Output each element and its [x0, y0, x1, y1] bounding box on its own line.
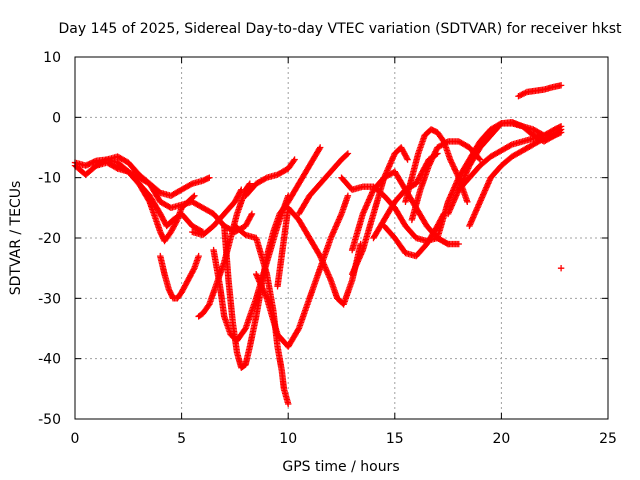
y-tick-label: 10 — [43, 50, 61, 66]
plus-marker — [520, 90, 528, 97]
plus-marker — [428, 155, 436, 162]
plus-marker — [557, 264, 565, 272]
plus-marker — [206, 174, 213, 181]
plus-marker — [425, 162, 433, 169]
plus-marker — [245, 181, 253, 189]
plus-marker — [539, 136, 546, 143]
plus-marker — [444, 240, 452, 248]
plus-marker — [145, 197, 153, 204]
chart-title: Day 145 of 2025, Sidereal Day-to-day VTE… — [59, 21, 622, 37]
axis-ticks: 0 5 10 15 20 25 -50 -40 -30 -20 -10 0 10 — [38, 50, 617, 447]
plus-marker — [426, 161, 433, 168]
plus-marker — [294, 326, 302, 333]
plus-marker — [452, 167, 459, 174]
plus-marker — [507, 142, 514, 149]
plus-marker — [344, 150, 352, 157]
plus-marker — [190, 266, 197, 273]
x-tick-label: 5 — [177, 431, 186, 447]
plus-marker — [187, 181, 195, 188]
plus-marker — [427, 158, 435, 165]
series-arc-4 — [114, 162, 198, 245]
y-tick-label: -50 — [38, 412, 61, 428]
plus-marker — [557, 123, 565, 130]
series-arc-26 — [515, 82, 565, 100]
plus-marker — [431, 149, 439, 157]
x-tick-label: 10 — [279, 431, 297, 447]
plus-marker — [428, 156, 435, 164]
plus-marker — [443, 240, 450, 247]
plus-marker — [557, 129, 565, 136]
plus-marker — [447, 157, 455, 165]
plus-marker — [447, 156, 454, 163]
plus-marker — [449, 161, 457, 169]
plus-marker — [190, 193, 197, 200]
x-axis-label: GPS time / hours — [282, 459, 399, 475]
plus-marker — [464, 198, 471, 205]
plus-marker — [432, 147, 440, 154]
plus-marker — [450, 163, 457, 170]
y-tick-label: -20 — [38, 231, 61, 247]
series-arc-11 — [242, 156, 298, 199]
plus-marker — [427, 159, 434, 167]
plus-marker — [448, 159, 455, 166]
plus-marker — [316, 145, 323, 152]
plus-marker — [443, 139, 450, 146]
plus-marker — [246, 180, 254, 187]
x-tick-label: 15 — [386, 431, 404, 447]
series-arc-17 — [348, 144, 411, 278]
plus-marker — [248, 210, 256, 218]
data-marks — [71, 82, 565, 408]
plus-marker — [455, 240, 462, 248]
series-arc-14 — [295, 150, 352, 218]
plus-marker — [102, 157, 109, 164]
grid — [75, 57, 608, 419]
plus-marker — [344, 192, 352, 199]
plus-marker — [291, 156, 298, 163]
y-tick-label: 0 — [52, 110, 61, 126]
series-arc-5 — [157, 252, 202, 302]
plus-marker — [515, 93, 522, 100]
plus-marker — [432, 148, 439, 155]
series-arc-9 — [221, 144, 324, 371]
plus-marker — [519, 90, 526, 98]
x-tick-label: 25 — [599, 431, 617, 447]
series-arc-6 — [189, 186, 245, 239]
plus-marker — [316, 144, 324, 151]
series-arc-25 — [466, 129, 565, 230]
x-tick-label: 0 — [71, 431, 80, 447]
plus-marker — [285, 400, 292, 408]
plus-marker — [430, 152, 437, 160]
plus-marker — [557, 82, 565, 89]
x-tick-label: 20 — [492, 431, 510, 447]
plus-marker — [195, 252, 202, 260]
plus-marker — [476, 156, 484, 163]
y-axis-label: SDTVAR / TECUs — [8, 181, 24, 296]
plus-marker — [451, 166, 459, 173]
series-arc-16 — [348, 168, 452, 254]
plus-marker — [290, 157, 297, 165]
y-tick-label: -10 — [38, 171, 61, 187]
y-tick-label: -40 — [38, 352, 61, 368]
plus-marker — [173, 218, 180, 225]
plus-marker — [404, 156, 411, 163]
plus-marker — [452, 168, 460, 176]
series-arc-27 — [557, 264, 565, 272]
plus-marker — [516, 92, 524, 99]
plus-marker — [522, 89, 529, 96]
y-tick-label: -30 — [38, 291, 61, 307]
plus-marker — [343, 151, 351, 158]
plus-marker — [403, 155, 411, 162]
plus-marker — [429, 154, 437, 161]
plus-marker — [430, 151, 438, 158]
series-arc-21 — [408, 138, 484, 224]
plus-marker — [262, 175, 269, 182]
plus-marker — [518, 91, 525, 99]
plus-marker — [449, 160, 456, 167]
plus-marker — [248, 212, 255, 219]
plus-marker — [450, 164, 458, 172]
plus-marker — [205, 302, 212, 309]
series-arc-12 — [253, 192, 352, 350]
plus-marker — [191, 192, 198, 199]
